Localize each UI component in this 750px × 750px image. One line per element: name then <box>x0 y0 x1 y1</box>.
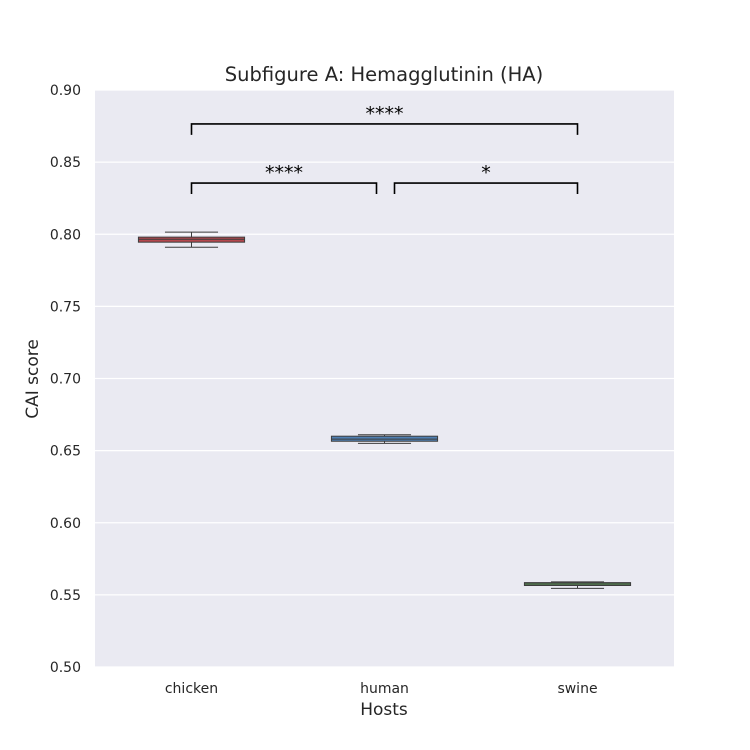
significance-label: **** <box>366 103 404 125</box>
significance-label: **** <box>265 162 303 184</box>
y-tick-label: 0.55 <box>50 588 81 604</box>
boxes <box>137 231 632 589</box>
y-tick-label: 0.70 <box>50 372 81 388</box>
significance-bracket: **** <box>190 162 378 195</box>
significance-annotations: **** ***** <box>190 103 579 195</box>
y-tick-label: 0.50 <box>50 660 81 676</box>
box-swine <box>523 581 632 589</box>
bracket-line <box>393 182 579 195</box>
bracket-line <box>190 123 579 135</box>
significance-bracket: **** <box>190 103 579 135</box>
y-tick-labels: 0.50 0.55 0.60 0.65 0.70 0.75 0.80 0.85 0.90 <box>50 83 81 676</box>
x-tick-label: human <box>360 681 409 697</box>
significance-label: * <box>481 162 491 184</box>
x-tick-label: chicken <box>165 681 218 697</box>
y-tick-label: 0.75 <box>50 299 81 315</box>
chart-title: Subfigure A: Hemagglutinin (HA) <box>225 63 543 86</box>
grid-lines <box>95 89 674 668</box>
box-human <box>330 434 439 444</box>
y-tick-label: 0.65 <box>50 444 81 460</box>
y-tick-label: 0.80 <box>50 227 81 243</box>
box-chicken <box>137 231 246 248</box>
y-tick-label: 0.60 <box>50 516 81 532</box>
x-tick-label: swine <box>557 681 597 697</box>
x-tick-labels: chicken human swine <box>165 681 598 697</box>
significance-bracket: * <box>393 162 579 195</box>
y-tick-label: 0.90 <box>50 83 81 99</box>
bracket-line <box>190 182 378 195</box>
y-axis-label: CAI score <box>23 339 43 419</box>
x-axis-label: Hosts <box>360 700 408 720</box>
y-tick-label: 0.85 <box>50 155 81 171</box>
